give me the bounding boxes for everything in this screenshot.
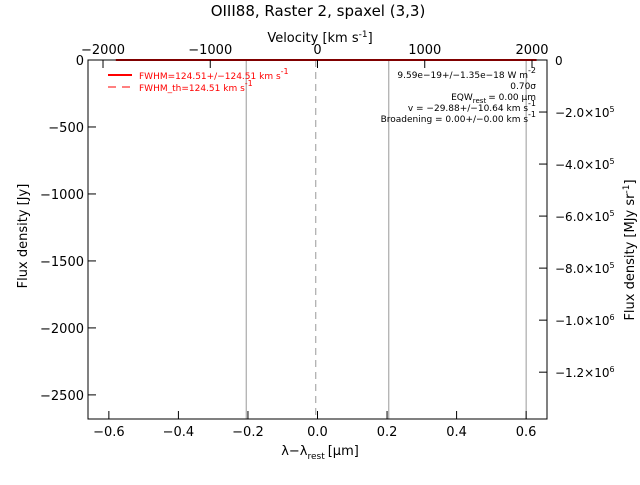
x-tick-label-4: 0.2: [377, 425, 398, 440]
top-tick-label-3: 1000: [408, 43, 441, 58]
annotation-1: 9.59e−19+/−1.35e−18 W m-2: [397, 66, 536, 81]
right-tick-label-1: −2.0×105: [555, 105, 615, 120]
y-tick-label-5: −2500: [40, 389, 84, 404]
top-tick-label-1: −1000: [188, 43, 232, 58]
y-tick-label-2: −1000: [40, 188, 84, 203]
annotation-4: v = −29.88+/−10.64 km s-1: [408, 99, 536, 114]
top-tick-label-0: −2000: [81, 43, 125, 58]
annotation-2: 0.70σ: [510, 82, 536, 92]
legend-label-1: FWHM=124.51+/−124.51 km s-1: [139, 67, 289, 82]
right-axis-label-sup: -1: [622, 185, 632, 194]
y-tick-label-0: 0: [76, 54, 84, 69]
chart-title: OIII88, Raster 2, spaxel (3,3): [211, 2, 426, 20]
top-axis-label: Velocity [km s-1]: [267, 30, 372, 46]
top-axis-label-sup: -1: [359, 30, 368, 40]
right-tick-label-4: −8.0×105: [555, 261, 615, 276]
y-tick-label-3: −1500: [40, 255, 84, 270]
right-tick-label-5: −1.0×106: [555, 313, 615, 328]
x-tick-label-6: 0.6: [516, 425, 537, 440]
annotation-5: Broadening = 0.00+/−0.00 km s-1: [381, 110, 536, 125]
right-tick-label-6: −1.2×106: [555, 365, 615, 380]
x-tick-label-1: −0.4: [163, 425, 195, 440]
right-axis-label: Flux density [MJy sr-1]: [622, 179, 638, 320]
legend-label-2: FWHM_th=124.51 km s-1: [139, 79, 253, 94]
y-tick-label-4: −2000: [40, 322, 84, 337]
right-tick-label-3: −6.0×105: [555, 209, 615, 224]
bottom-axis-label: λ−λrest [μm]: [281, 444, 359, 462]
x-tick-label-3: 0.0: [307, 425, 328, 440]
right-tick-label-0: 0: [555, 54, 563, 68]
top-tick-label-4: 2000: [515, 43, 548, 58]
right-tick-label-2: −4.0×105: [555, 157, 615, 172]
top-tick-label-2: 0: [313, 43, 321, 58]
x-tick-label-2: −0.2: [232, 425, 264, 440]
x-tick-label-5: 0.4: [446, 425, 467, 440]
x-tick-label-0: −0.6: [93, 425, 125, 440]
left-axis-label: Flux density [Jy]: [16, 184, 31, 289]
annotation-3: EQWrest = 0.00 μm: [451, 93, 536, 105]
bottom-axis-label-sub: rest: [307, 452, 325, 462]
y-tick-label-1: −500: [48, 121, 84, 136]
